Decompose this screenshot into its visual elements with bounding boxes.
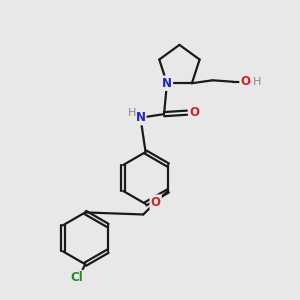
Text: H: H <box>128 108 136 118</box>
Text: O: O <box>189 106 200 119</box>
Text: H: H <box>253 77 261 87</box>
Text: Cl: Cl <box>70 271 83 284</box>
Text: N: N <box>136 111 146 124</box>
Text: O: O <box>241 75 250 88</box>
Text: N: N <box>162 77 172 90</box>
Text: O: O <box>151 196 161 208</box>
